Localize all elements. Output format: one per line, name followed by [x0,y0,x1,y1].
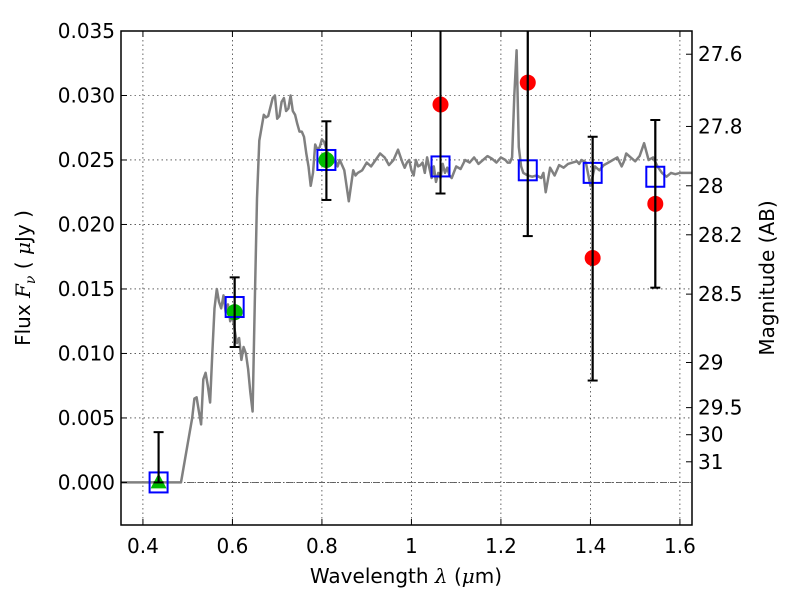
y-axis-ticks: 0.000 0.005 0.010 0.015 0.020 0.025 0.030 0.035 [58,19,127,494]
x-tick-label: 0.8 [306,534,338,558]
y-tick-label: 0.000 [58,470,115,494]
y-axis-label: Flux Fν ( μJy ) [11,210,39,346]
x-tick-label: 1.6 [664,534,696,558]
x-tick-label: 0.6 [217,534,249,558]
y2-tick-label: 31 [698,450,723,474]
y2-tick-label: 27.6 [698,42,743,66]
x-axis-label: Wavelength λ (μm) [310,564,502,588]
y-tick-label: 0.010 [58,341,115,365]
spectrum-line [121,49,692,484]
y2-tick-label: 28.5 [698,282,743,306]
x-tick-label: 1.2 [485,534,517,558]
y2-tick-label: 30 [698,423,723,447]
y-tick-label: 0.020 [58,212,115,236]
plot-frame [120,30,693,526]
y2-axis-label: Magnitude (AB) [755,200,779,355]
spectrum-series [121,49,692,484]
x-tick-label: 1.4 [575,534,607,558]
plot-area [121,31,692,494]
y-tick-label: 0.035 [58,19,115,43]
y-tick-label: 0.005 [58,406,115,430]
y-tick-label: 0.015 [58,277,115,301]
y-tick-label: 0.030 [58,83,115,107]
y2-tick-label: 29.5 [698,396,743,420]
y-tick-label: 0.025 [58,148,115,172]
x-axis-ticks: 0.4 0.6 0.8 1 1.2 1.4 1.6 [127,31,696,558]
y2-tick-label: 29 [698,350,723,374]
y2-axis-ticks: 27.6 27.8 28 28.2 28.5 29 29.5 30 31 [686,42,743,474]
x-tick-label: 1 [405,534,418,558]
y2-tick-label: 28 [698,174,723,198]
x-tick-label: 0.4 [127,534,159,558]
errorbar-series [153,31,661,484]
y2-tick-label: 28.2 [698,223,743,247]
y2-tick-label: 27.8 [698,114,743,138]
